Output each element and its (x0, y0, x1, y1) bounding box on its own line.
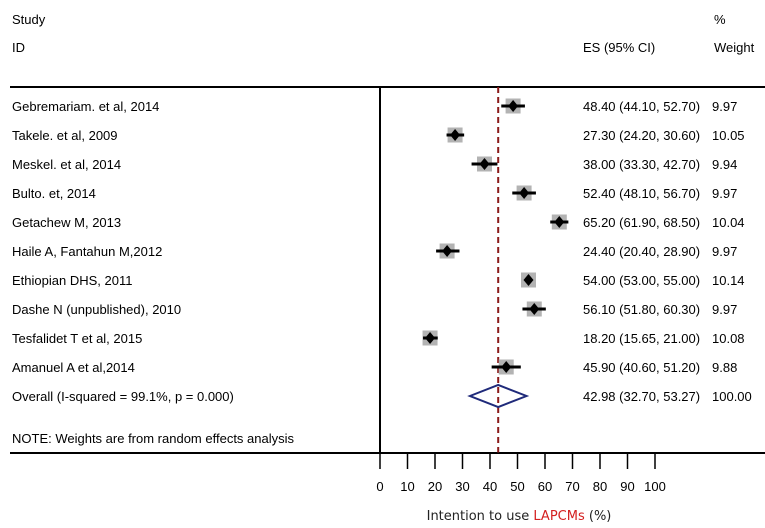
overall-ci-text: 42.98 (32.70, 53.27) (583, 389, 700, 404)
study-label: Getachew M, 2013 (12, 215, 121, 230)
weight-text: 9.88 (712, 360, 737, 375)
x-tick-label: 80 (593, 479, 607, 494)
study-label: Takele. et al, 2009 (12, 128, 118, 143)
weight-text: 9.97 (712, 99, 737, 114)
point-estimate (442, 245, 453, 257)
header-study: Study (12, 12, 46, 27)
effect-ci-text: 18.20 (15.65, 21.00) (583, 331, 700, 346)
x-tick-label: 60 (538, 479, 552, 494)
point-estimate (450, 129, 461, 141)
study-row: Gebremariam. et al, 2014 48.40 (44.10, 52… (12, 98, 737, 114)
point-estimate (523, 274, 534, 286)
x-tick-label: 50 (510, 479, 524, 494)
x-tick-label: 100 (644, 479, 666, 494)
weight-text: 9.97 (712, 302, 737, 317)
point-estimate (519, 187, 530, 199)
x-axis-title: Intention to use LAPCMs (%) (427, 509, 612, 524)
study-label: Gebremariam. et al, 2014 (12, 99, 159, 114)
study-row: Ethiopian DHS, 2011 54.00 (53.00, 55.00) 1… (12, 272, 745, 288)
effect-ci-text: 65.20 (61.90, 68.50) (583, 215, 700, 230)
effect-ci-text: 52.40 (48.10, 56.70) (583, 186, 700, 201)
effect-ci-text: 45.90 (40.60, 51.20) (583, 360, 700, 375)
x-axis-title-suffix: (%) (585, 509, 612, 524)
overall-diamond (467, 383, 530, 409)
weight-text: 10.14 (712, 273, 745, 288)
point-estimate (529, 303, 540, 315)
study-label: Tesfalidet T et al, 2015 (12, 331, 142, 346)
effect-ci-text: 24.40 (20.40, 28.90) (583, 244, 700, 259)
x-tick-label: 40 (483, 479, 497, 494)
overall-weight-text: 100.00 (712, 389, 752, 404)
x-tick-label: 70 (565, 479, 579, 494)
study-label: Meskel. et al, 2014 (12, 157, 121, 172)
header-es: ES (95% CI) (583, 40, 655, 55)
study-rows: Gebremariam. et al, 2014 48.40 (44.10, 52… (12, 98, 745, 375)
study-label: Haile A, Fantahun M,2012 (12, 244, 162, 259)
study-row: Dashe N (unpublished), 2010 56.10 (51.80,… (12, 301, 737, 317)
x-axis-title-highlight: LAPCMs (533, 509, 585, 524)
x-axis-ticks: 0 10 20 30 40 50 60 70 80 90 100 (376, 453, 666, 494)
effect-ci-text: 27.30 (24.20, 30.60) (583, 128, 700, 143)
weight-text: 10.04 (712, 215, 745, 230)
note-text: NOTE: Weights are from random effects an… (12, 431, 295, 446)
weight-text: 10.08 (712, 331, 745, 346)
point-estimate (508, 100, 519, 112)
effect-ci-text: 54.00 (53.00, 55.00) (583, 273, 700, 288)
study-label: Dashe N (unpublished), 2010 (12, 302, 181, 317)
point-estimate (479, 158, 490, 170)
study-label: Ethiopian DHS, 2011 (12, 273, 132, 288)
study-label: Amanuel A et al,2014 (12, 360, 135, 375)
overall-row: Overall (I-squared = 99.1%, p = 0.000) 42… (12, 383, 752, 409)
x-tick-label: 90 (620, 479, 634, 494)
header-weight: Weight (714, 40, 755, 55)
study-row: Haile A, Fantahun M,2012 24.40 (20.40, 28… (12, 243, 737, 259)
x-tick-label: 20 (428, 479, 442, 494)
study-row: Bulto. et, 2014 52.40 (48.10, 56.70) 9.97 (12, 185, 737, 201)
study-row: Tesfalidet T et al, 2015 18.20 (15.65, 21… (12, 330, 745, 346)
x-tick-label: 0 (376, 479, 383, 494)
effect-ci-text: 38.00 (33.30, 42.70) (583, 157, 700, 172)
x-axis-title-prefix: Intention to use (427, 509, 534, 524)
effect-ci-text: 48.40 (44.10, 52.70) (583, 99, 700, 114)
header-weight-top: % (714, 12, 726, 27)
study-row: Meskel. et al, 2014 38.00 (33.30, 42.70) 9… (12, 156, 737, 172)
weight-text: 10.05 (712, 128, 745, 143)
weight-text: 9.94 (712, 157, 737, 172)
header-id: ID (12, 40, 25, 55)
overall-label: Overall (I-squared = 99.1%, p = 0.000) (12, 389, 234, 404)
effect-ci-text: 56.10 (51.80, 60.30) (583, 302, 700, 317)
study-row: Getachew M, 2013 65.20 (61.90, 68.50) 10.0… (12, 214, 745, 230)
study-row: Amanuel A et al,2014 45.90 (40.60, 51.20)… (12, 359, 737, 375)
weight-text: 9.97 (712, 186, 737, 201)
x-tick-label: 10 (400, 479, 414, 494)
x-tick-label: 30 (455, 479, 469, 494)
point-estimate (501, 361, 512, 373)
point-estimate (425, 332, 436, 344)
study-label: Bulto. et, 2014 (12, 186, 96, 201)
point-estimate (554, 216, 565, 228)
weight-text: 9.97 (712, 244, 737, 259)
study-row: Takele. et al, 2009 27.30 (24.20, 30.60) 1… (12, 127, 745, 143)
